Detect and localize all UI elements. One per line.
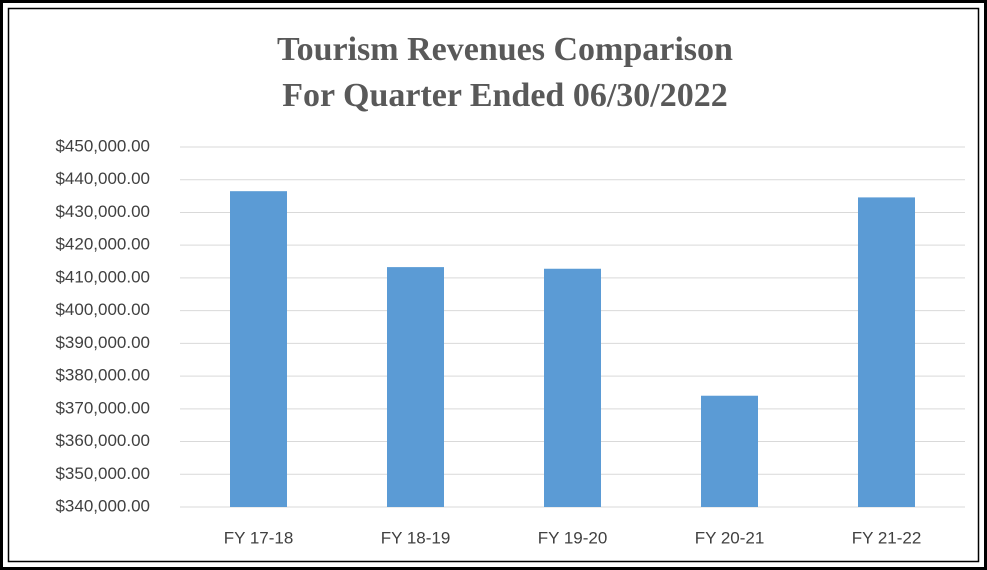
y-tick-label: $370,000.00 bbox=[55, 398, 150, 417]
bar bbox=[701, 395, 758, 507]
x-tick-label: FY 18-19 bbox=[381, 528, 451, 547]
inner-frame bbox=[7, 7, 980, 563]
bar bbox=[230, 191, 287, 507]
bar bbox=[387, 267, 444, 507]
y-tick-label: $390,000.00 bbox=[55, 333, 150, 352]
x-tick-label: FY 20-21 bbox=[695, 528, 765, 547]
y-tick-label: $430,000.00 bbox=[55, 202, 150, 221]
y-tick-label: $450,000.00 bbox=[55, 136, 150, 155]
y-tick-label: $410,000.00 bbox=[55, 267, 150, 286]
y-tick-label: $420,000.00 bbox=[55, 235, 150, 254]
chart-subtitle: For Quarter Ended 06/30/2022 bbox=[282, 77, 727, 114]
bar bbox=[544, 268, 601, 507]
y-tick-label: $440,000.00 bbox=[55, 169, 150, 188]
y-tick-label: $400,000.00 bbox=[55, 300, 150, 319]
bar bbox=[858, 197, 915, 507]
y-tick-label: $340,000.00 bbox=[55, 496, 150, 515]
x-tick-label: FY 19-20 bbox=[538, 528, 608, 547]
x-tick-label: FY 21-22 bbox=[852, 528, 922, 547]
y-tick-label: $360,000.00 bbox=[55, 431, 150, 450]
x-tick-label: FY 17-18 bbox=[224, 528, 294, 547]
chart-title: Tourism Revenues Comparison bbox=[277, 31, 733, 68]
y-tick-label: $380,000.00 bbox=[55, 366, 150, 385]
y-tick-label: $350,000.00 bbox=[55, 464, 150, 483]
